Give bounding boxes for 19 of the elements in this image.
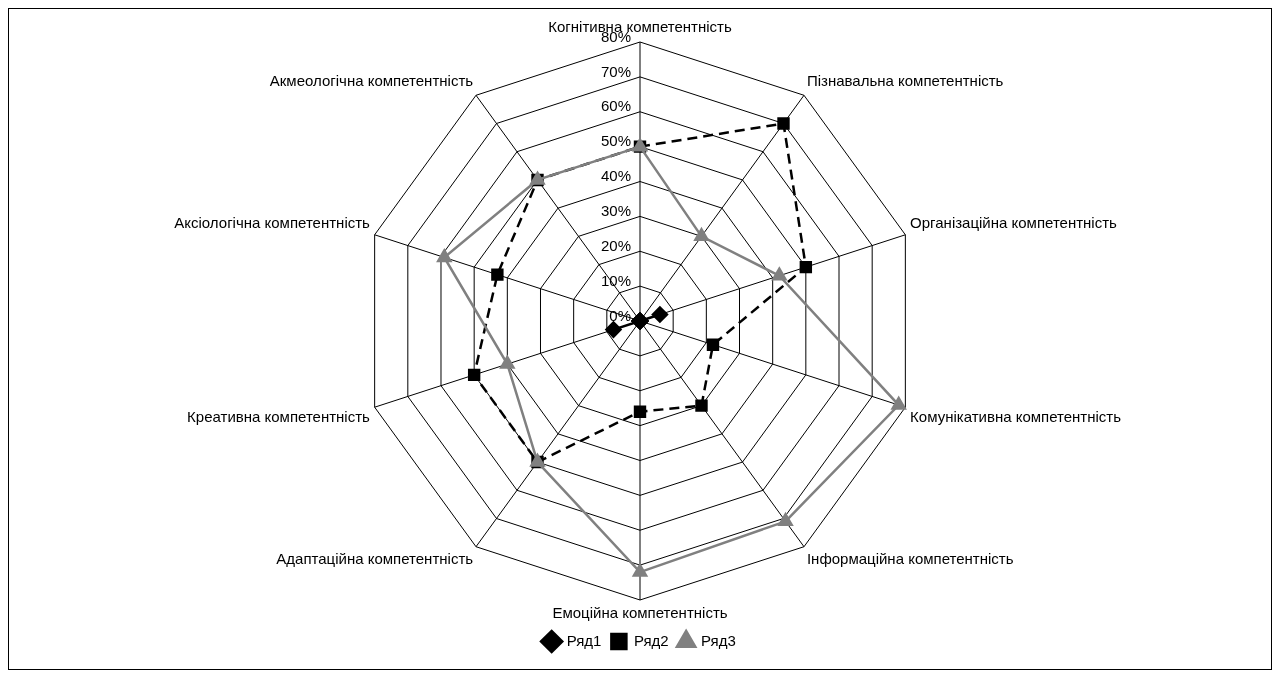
y-tick-label: 60% — [600, 97, 631, 115]
spoke-label: Аксіологічна компетентність — [174, 214, 371, 232]
y-tick-label: 20% — [600, 236, 631, 254]
spoke-label: Акмеологічна компетентність — [269, 72, 474, 90]
spoke-label: Пізнавальна компетентність — [806, 72, 1004, 90]
spoke-label: Комунікативна компетентність — [910, 407, 1122, 425]
spoke-label: Емоційна компетентність — [552, 604, 728, 622]
spoke-label: Адаптаційна компетентність — [276, 549, 474, 567]
y-tick-label: 50% — [600, 132, 631, 150]
y-tick-label: 30% — [600, 202, 631, 220]
legend-label: Ряд1 — [566, 631, 602, 649]
y-tick-label: 70% — [600, 62, 631, 80]
spoke-label: Креативна компетентність — [187, 407, 371, 425]
y-tick-label: 40% — [600, 167, 631, 185]
spoke-label: Інформаційна компетентність — [806, 549, 1014, 567]
y-tick-label: 10% — [600, 271, 631, 289]
legend-label: Ряд3 — [701, 631, 736, 649]
legend-label: Ряд2 — [633, 631, 669, 649]
spoke-label: Організаційна компетентність — [910, 214, 1118, 232]
